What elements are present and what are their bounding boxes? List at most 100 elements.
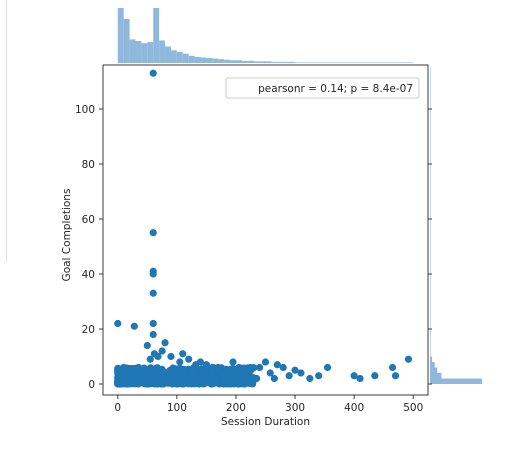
legend-text: pearsonr = 0.14; p = 8.4e-07: [258, 83, 413, 95]
data-point: [323, 363, 332, 372]
x-histogram-bar: [277, 61, 284, 63]
data-point: [350, 372, 358, 380]
data-point: [279, 363, 287, 372]
data-point: [130, 322, 138, 330]
x-histogram-bar: [117, 8, 124, 63]
data-point: [188, 369, 196, 377]
data-point: [195, 380, 203, 388]
data-point: [161, 339, 169, 347]
data-point: [156, 366, 165, 374]
data-point: [371, 372, 379, 380]
data-point: [229, 358, 237, 366]
x-tick-label: 500: [403, 402, 423, 414]
data-point: [176, 358, 184, 366]
x-histogram-bar: [141, 43, 148, 63]
x-histogram-bar: [182, 53, 189, 63]
data-point: [388, 363, 397, 372]
data-point: [179, 372, 187, 380]
x-histogram-bar: [129, 39, 136, 63]
x-axis-label: Session Duration: [221, 416, 310, 428]
data-point: [306, 374, 314, 383]
x-histogram-bar: [235, 60, 242, 63]
x-histogram-bar: [123, 19, 130, 63]
data-point: [120, 363, 128, 372]
x-histogram-bar: [188, 55, 195, 63]
x-histogram-bar: [170, 50, 177, 63]
x-histogram-bar: [383, 62, 414, 63]
data-point: [140, 372, 148, 380]
x-histogram-bar: [324, 62, 355, 63]
data-point: [356, 374, 364, 383]
x-histogram-bar: [212, 58, 219, 63]
y-tick-label: 20: [82, 324, 95, 336]
legend-box: [225, 77, 420, 99]
data-point: [134, 363, 143, 372]
y-histogram-bar: [430, 362, 435, 368]
data-point: [247, 366, 255, 374]
x-tick-label: 300: [285, 402, 305, 414]
y-axis-label: Goal Completions: [61, 189, 73, 282]
x-histogram-bar: [295, 62, 325, 63]
data-point: [149, 229, 157, 237]
x-histogram-bar: [194, 56, 201, 63]
plot-frame: [102, 64, 429, 396]
data-point: [211, 379, 219, 387]
x-histogram-bar: [218, 59, 225, 63]
x-histogram-bar: [289, 61, 296, 63]
x-histogram-bar: [165, 46, 171, 63]
y-histogram-bar: [430, 67, 431, 357]
data-point: [273, 361, 281, 369]
data-point: [232, 374, 240, 383]
data-point: [196, 358, 205, 366]
data-point: [297, 369, 305, 377]
data-point: [223, 366, 231, 374]
x-histogram-bar: [206, 58, 213, 63]
y-histogram-bar: [430, 356, 433, 362]
y-histogram-bar: [430, 378, 482, 384]
x-histogram-bar: [159, 40, 166, 63]
data-point: [199, 374, 208, 383]
data-point: [125, 366, 134, 374]
data-point: [241, 369, 249, 377]
data-point: [149, 69, 157, 77]
data-point: [158, 347, 166, 355]
x-histogram-bar: [153, 8, 160, 63]
data-point: [149, 319, 157, 328]
data-point: [170, 366, 178, 374]
data-point: [270, 374, 278, 383]
y-tick-label: 80: [82, 159, 95, 171]
data-point: [220, 372, 228, 380]
x-histogram-bar: [135, 41, 142, 63]
data-point: [164, 374, 172, 383]
data-point: [149, 270, 157, 278]
y-marginal-histogram: [430, 67, 482, 384]
scatter-points: [114, 69, 413, 388]
data-point: [149, 330, 157, 339]
data-point: [123, 374, 131, 383]
x-histogram-bar: [259, 61, 266, 63]
data-point: [179, 350, 187, 358]
x-marginal-histogram: [117, 8, 414, 63]
x-histogram-bar: [176, 52, 183, 63]
x-histogram-bar: [247, 60, 254, 63]
data-point: [167, 352, 175, 361]
x-axis-ticks: 0 100 200 300 400 500: [114, 395, 423, 414]
y-histogram-bar: [430, 373, 442, 379]
left-panel-edge: [0, 0, 7, 262]
y-tick-label: 40: [82, 269, 95, 281]
x-histogram-bar: [241, 60, 248, 63]
data-point: [266, 369, 274, 377]
data-point: [315, 372, 323, 380]
x-histogram-bar: [265, 61, 272, 63]
data-point: [225, 380, 233, 388]
data-point: [185, 355, 193, 363]
x-histogram-bar: [230, 60, 236, 63]
data-point: [143, 341, 151, 350]
data-point: [235, 366, 243, 374]
x-histogram-bar: [354, 62, 384, 63]
data-point: [170, 376, 178, 384]
data-point: [202, 361, 211, 369]
y-tick-label: 0: [88, 379, 95, 391]
x-histogram-bar: [200, 57, 207, 63]
